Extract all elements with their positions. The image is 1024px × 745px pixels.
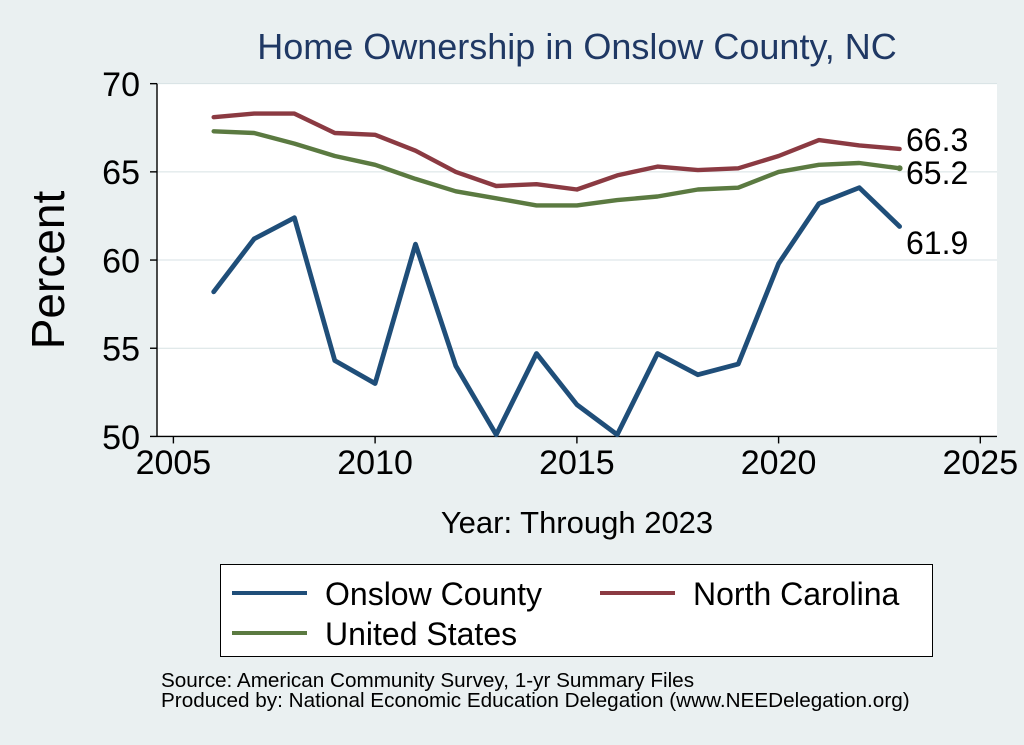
- svg-text:65: 65: [102, 154, 140, 192]
- svg-text:60: 60: [102, 242, 140, 280]
- svg-text:50: 50: [102, 419, 140, 457]
- svg-text:2020: 2020: [741, 444, 817, 482]
- svg-text:2010: 2010: [337, 444, 413, 482]
- svg-text:66.3: 66.3: [906, 122, 968, 158]
- svg-text:55: 55: [102, 331, 140, 369]
- svg-text:70: 70: [102, 66, 140, 104]
- svg-text:61.9: 61.9: [906, 225, 968, 261]
- svg-text:2005: 2005: [136, 444, 212, 482]
- svg-text:65.2: 65.2: [906, 155, 968, 191]
- svg-text:2025: 2025: [942, 444, 1018, 482]
- svg-text:2015: 2015: [539, 444, 615, 482]
